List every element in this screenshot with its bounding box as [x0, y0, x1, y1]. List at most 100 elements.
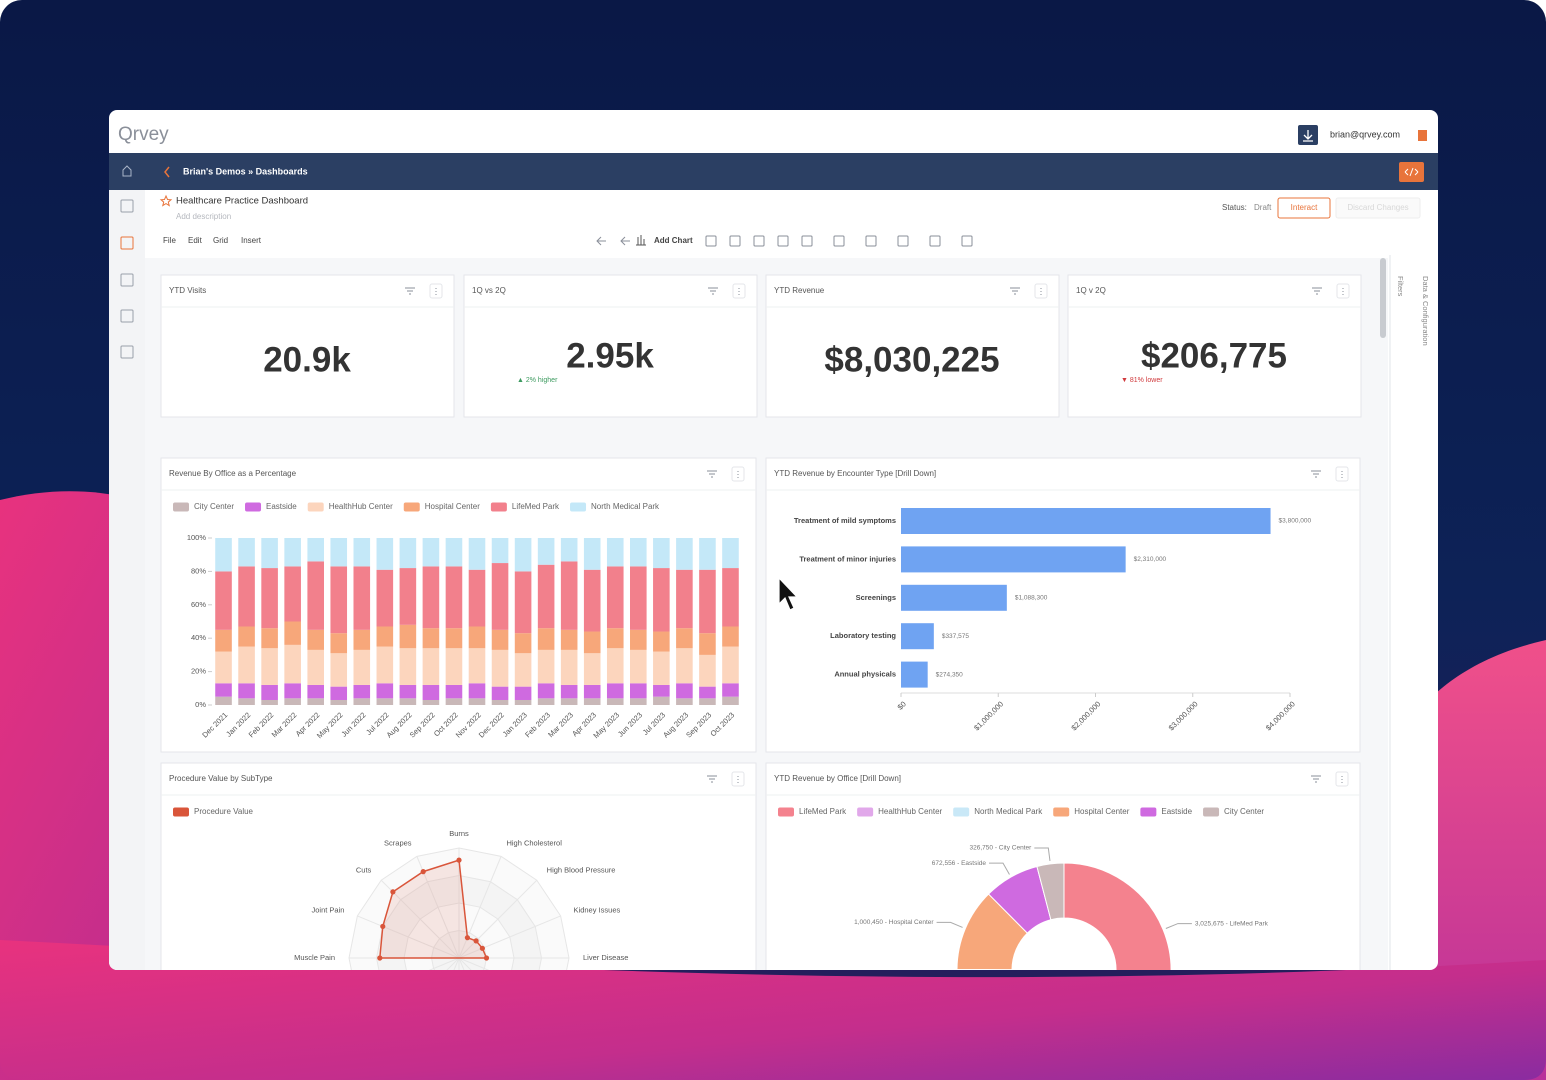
user-email[interactable]: brian@qrvey.com	[1330, 129, 1400, 139]
toolbar-icon[interactable]	[596, 236, 606, 246]
bar-segment	[376, 698, 394, 705]
bar-segment	[630, 683, 647, 699]
side-panel-tab[interactable]: Data & Configuration	[1421, 276, 1430, 346]
legend-swatch	[953, 807, 970, 817]
bar-segment	[376, 538, 394, 570]
bar-segment	[307, 649, 324, 685]
label-leader	[936, 921, 963, 928]
filter-icon[interactable]	[1010, 287, 1020, 295]
toolbar-icon[interactable]	[705, 235, 717, 247]
kpi-note: ▲ 2% higher	[517, 377, 558, 384]
dashboard-title[interactable]: Healthcare Practice Dashboard	[176, 196, 308, 207]
toolbar-icon[interactable]	[801, 235, 813, 247]
menu-icon[interactable]	[1335, 466, 1349, 482]
bar-segment	[722, 696, 739, 705]
menu-icon[interactable]	[1034, 283, 1048, 299]
axis-label: Cuts	[356, 865, 372, 874]
toolbar-icon[interactable]	[753, 235, 765, 247]
card	[160, 274, 455, 418]
toolbar-icon[interactable]	[777, 235, 789, 247]
toolbar-icon[interactable]	[897, 235, 909, 247]
add-chart-icon	[636, 235, 646, 246]
menu-icon[interactable]	[1336, 283, 1350, 299]
filter-icon[interactable]	[1311, 470, 1321, 478]
bar-segment	[468, 683, 486, 699]
back-icon[interactable]	[164, 166, 170, 178]
kpi-value: 2.95k	[566, 336, 654, 375]
sidebar-icon[interactable]	[120, 236, 134, 250]
user-menu[interactable]	[1418, 130, 1427, 141]
menu-icon[interactable]	[429, 283, 443, 299]
bar-segment	[330, 686, 348, 700]
filter-icon[interactable]	[708, 287, 718, 295]
kpi-value: 20.9k	[263, 340, 351, 379]
toolbar-icon[interactable]	[833, 235, 845, 247]
bar-segment	[722, 538, 739, 569]
breadcrumb[interactable]: Brian's Demos » Dashboards	[183, 166, 308, 176]
toolbar-icon[interactable]	[620, 236, 630, 246]
toolbar-icon[interactable]	[729, 235, 741, 247]
bar-segment	[722, 683, 739, 697]
favorite-icon[interactable]	[159, 194, 173, 207]
bar-segment	[399, 624, 417, 649]
bar-segment	[606, 648, 624, 684]
bar-segment	[676, 648, 693, 684]
scrollbar[interactable]	[1380, 258, 1386, 338]
menu-item[interactable]: File	[163, 236, 176, 245]
menu-item[interactable]: Insert	[241, 236, 262, 245]
filter-icon[interactable]	[1312, 287, 1322, 295]
value-label: $3,800,000	[1279, 518, 1312, 525]
add-chart-button[interactable]: Add Chart	[654, 236, 693, 245]
filter-icon[interactable]	[707, 775, 717, 783]
menu-item[interactable]: Grid	[213, 236, 228, 245]
bar-segment	[307, 698, 324, 705]
side-panel-tab[interactable]: Filters	[1396, 276, 1405, 297]
filter-icon[interactable]	[707, 470, 717, 478]
bar-segment	[676, 538, 693, 570]
sidebar-icon[interactable]	[120, 273, 134, 287]
toolbar-icon[interactable]	[961, 235, 973, 247]
filter-icon[interactable]	[405, 287, 415, 295]
wave	[0, 940, 1546, 1080]
bar-segment	[653, 631, 670, 652]
menu-icon[interactable]	[731, 771, 745, 787]
status-label: Status:	[1222, 203, 1247, 212]
bar-segment	[261, 699, 278, 705]
discard-button[interactable]	[1335, 197, 1421, 219]
menu-icon[interactable]	[1335, 771, 1349, 787]
bar-segment	[699, 686, 716, 699]
kpi-value: $8,030,225	[824, 340, 999, 379]
bar	[901, 508, 1271, 534]
filter-icon[interactable]	[1311, 775, 1321, 783]
sidebar-icon[interactable]	[120, 199, 134, 213]
dashboard-description[interactable]: Add description	[176, 212, 231, 221]
toolbar-icon[interactable]	[865, 235, 877, 247]
bar-segment	[376, 569, 394, 627]
sidebar-icon[interactable]	[120, 309, 134, 323]
value-label: $274,350	[936, 671, 963, 678]
menu-icon[interactable]	[732, 283, 746, 299]
bar-segment	[699, 654, 716, 687]
menu-item[interactable]: Edit	[188, 236, 203, 245]
home-icon[interactable]	[122, 165, 132, 177]
logo[interactable]: Qrvey	[118, 124, 169, 145]
interact-button[interactable]	[1277, 197, 1331, 219]
discard-label: Discard Changes	[1347, 203, 1408, 212]
bar-segment	[445, 628, 463, 649]
card	[1067, 274, 1362, 418]
bar-segment	[445, 566, 463, 629]
radar-point	[390, 889, 396, 895]
bar-segment	[699, 698, 716, 705]
card-title: YTD Revenue by Encounter Type [Drill Dow…	[774, 469, 936, 478]
bar-segment	[630, 649, 647, 684]
legend-swatch	[570, 502, 587, 512]
toolbar-icon[interactable]	[929, 235, 941, 247]
label-leader	[1034, 847, 1051, 861]
axis-label: Kidney Issues	[574, 906, 621, 915]
menu-icon[interactable]	[731, 466, 745, 482]
sidebar-icon[interactable]	[120, 345, 134, 359]
bar-segment	[630, 566, 647, 630]
bar-segment	[422, 628, 440, 649]
bar-segment	[445, 684, 463, 699]
